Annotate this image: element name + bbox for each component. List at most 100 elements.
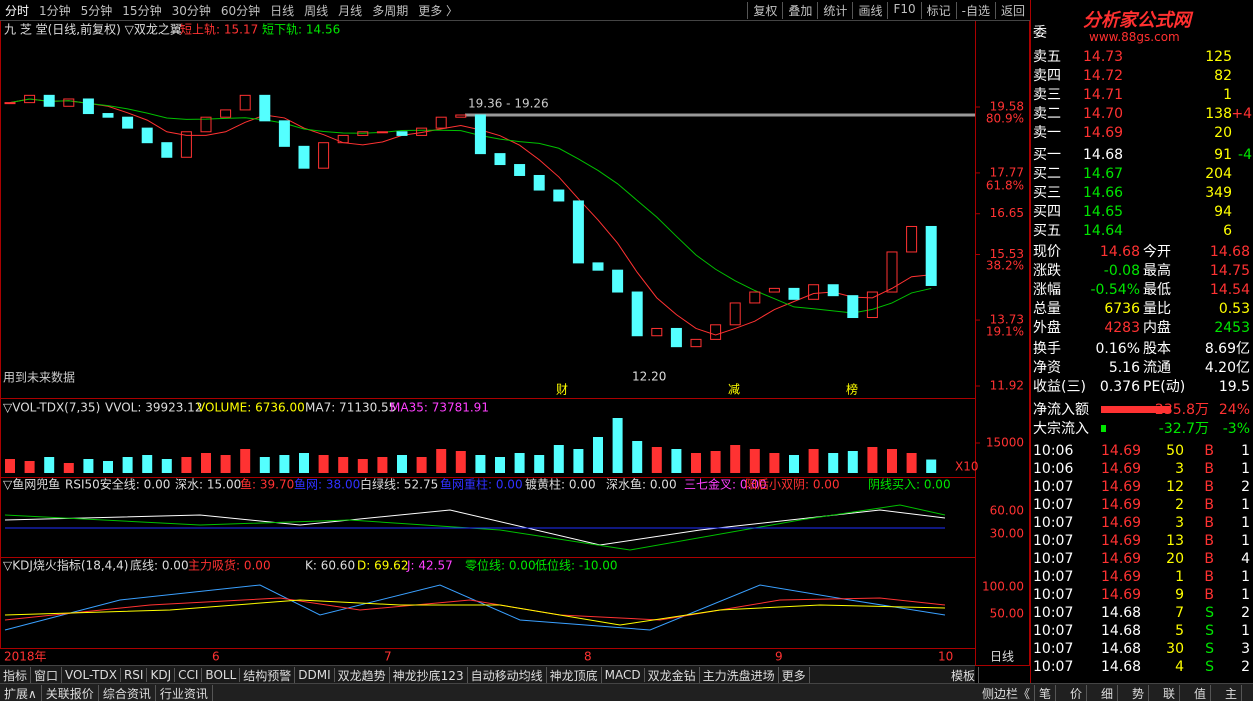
trade-row: 10:07 14.68 5 S 1 [1031, 622, 1253, 640]
fib-label: 61.8% [986, 179, 1024, 193]
cell: 14.54 [1209, 282, 1250, 298]
toolbar-button[interactable]: 返回 [994, 1, 1030, 19]
toolbar-button[interactable]: 画线 [852, 1, 887, 19]
indicator-tab[interactable]: 结构预警 [240, 666, 296, 684]
event-marker: 榜 [846, 382, 858, 397]
cell: 10:07 [1033, 641, 1074, 657]
indicator-tab[interactable]: MACD [602, 668, 645, 682]
indicator-tab[interactable]: 窗口 [31, 666, 63, 684]
candle [102, 113, 114, 118]
side-tab[interactable]: 值 [1190, 684, 1212, 701]
period-tab[interactable]: 60分钟 [220, 3, 261, 18]
side-tab[interactable]: 势 [1128, 684, 1150, 701]
indicator-tab[interactable]: 主力洗盘进场 [700, 666, 779, 684]
kdj-tick-label: 100.00 [982, 580, 1024, 594]
period-tab[interactable]: 分时 [5, 3, 30, 18]
cell: 4 [1175, 659, 1184, 675]
candle [749, 291, 761, 304]
period-tab[interactable]: 1分钟 [39, 3, 71, 18]
fish-header: 鱼网重柱: 0.00 [440, 477, 523, 492]
toolbar-button[interactable]: F10 [887, 1, 920, 19]
side-tab[interactable]: 笔 [1035, 684, 1057, 701]
cell: 20 [1166, 551, 1184, 567]
cell: 3 [1175, 515, 1184, 531]
volume-bar [632, 441, 643, 473]
side-tab[interactable]: 联 [1159, 684, 1181, 701]
toolbar-button[interactable]: 标记 [920, 1, 956, 19]
cell: 10:07 [1033, 569, 1074, 585]
side-tab[interactable]: 价 [1066, 684, 1088, 701]
side-tab[interactable]: 细 [1097, 684, 1119, 701]
cell: 94 [1214, 204, 1232, 220]
period-tab[interactable]: 日线 [270, 3, 295, 18]
candle [651, 327, 663, 337]
candle [768, 287, 780, 293]
kdj-tick-label: 50.00 [990, 607, 1024, 621]
toolbar-button[interactable]: 复权 [747, 1, 782, 19]
trade-row: 10:07 14.69 3 B 1 [1031, 514, 1253, 532]
period-tab[interactable]: 更多 〉 [418, 3, 459, 18]
cell: 349 [1205, 185, 1232, 201]
indicator-tab[interactable]: 双龙趋势 [335, 666, 390, 684]
cell: 14.69 [1101, 533, 1142, 549]
indicator-tab[interactable]: CCI [175, 668, 203, 682]
cell: 总量 [1033, 301, 1061, 317]
status-bar: 扩展∧ 关联报价 综合资讯 行业资讯 侧边栏《笔价细势联值主 [0, 683, 1253, 701]
indicator-tab[interactable]: 更多 [779, 666, 810, 684]
cell: 10:06 [1033, 443, 1074, 459]
cell: 14.68 [1099, 244, 1140, 260]
candle [788, 287, 800, 300]
flow-row: 净流入额 235.8万 24% [1031, 401, 1253, 419]
period-tab[interactable]: 周线 [304, 3, 329, 18]
period-tab[interactable]: 5分钟 [80, 3, 113, 18]
cell: 4.20亿 [1204, 360, 1250, 376]
cell: 24% [1218, 402, 1250, 418]
indicator-tab[interactable]: KDJ [147, 668, 176, 682]
status-tab[interactable]: 扩展∧ [0, 684, 42, 701]
candle [612, 269, 624, 293]
period-label: 日线 [990, 650, 1014, 664]
period-tab[interactable]: 15分钟 [122, 3, 162, 18]
candle [24, 94, 36, 104]
indicator-tab[interactable]: DDMI [295, 668, 335, 682]
period-tab[interactable]: 多周期 [372, 3, 409, 18]
cell: 14.68 [1101, 641, 1142, 657]
cell: 委 [1033, 25, 1047, 41]
volume-bar [534, 455, 545, 473]
indicator-tab[interactable]: 神龙顶底 [547, 666, 602, 684]
indicator-tab[interactable]: 自动移动均线 [468, 666, 547, 684]
cell: 5 [1175, 623, 1184, 639]
volume-bar [867, 447, 878, 473]
status-tab[interactable]: 行业资讯 [156, 684, 213, 701]
indicator-tab[interactable]: 指标 [0, 666, 32, 684]
cell: 14.65 [1083, 204, 1124, 220]
toolbar-button[interactable]: 叠加 [782, 1, 817, 19]
cell: 10:07 [1033, 587, 1074, 603]
indicator-tab[interactable]: 神龙抄底123 [390, 666, 468, 684]
period-tab[interactable]: 月线 [338, 3, 363, 18]
candle [220, 109, 232, 118]
volume-bar [691, 453, 701, 473]
volume-bar [142, 455, 153, 473]
indicator-tab[interactable]: BOLL [202, 668, 241, 682]
candle [122, 116, 134, 129]
sidebar-toggle[interactable]: 侧边栏《 [978, 684, 1036, 701]
volume-bar [181, 457, 192, 473]
indicator-tab[interactable]: 双龙金钻 [645, 666, 700, 684]
candle [337, 134, 349, 144]
toolbar-button[interactable]: -自选 [955, 1, 995, 19]
volume-bar [220, 455, 231, 473]
side-tab[interactable]: 主 [1221, 684, 1243, 701]
cell: 1 [1241, 515, 1250, 531]
indicator-tab[interactable]: VOL-TDX [62, 668, 121, 682]
quote-row: 现价 14.68 今开 14.68 [1031, 243, 1253, 261]
book-row: 买五 14.64 6 [1031, 222, 1253, 240]
indicator-tab[interactable]: RSI [121, 668, 148, 682]
template-button[interactable]: 模板 [948, 666, 980, 684]
toolbar-button[interactable]: 统计 [817, 1, 852, 19]
status-tab[interactable]: 综合资讯 [99, 684, 156, 701]
status-tab[interactable]: 关联报价 [42, 684, 99, 701]
cell: -0.08 [1103, 263, 1140, 279]
period-tab[interactable]: 30分钟 [171, 3, 211, 18]
book-row: 买四 14.65 94 [1031, 203, 1253, 221]
